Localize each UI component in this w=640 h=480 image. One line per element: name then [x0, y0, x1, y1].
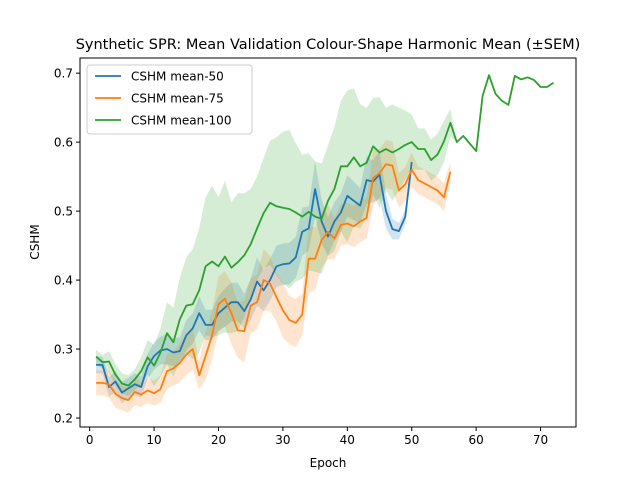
x-tick-label: 0: [86, 433, 94, 447]
y-tick-label: 0.4: [54, 274, 73, 288]
legend-box: [86, 64, 253, 135]
plot-frame: [79, 57, 577, 428]
x-tick-label: 20: [211, 433, 226, 447]
legend-label-3: CSHM mean-100: [131, 114, 231, 128]
x-tick-label: 70: [533, 433, 548, 447]
y-tick-label: 0.5: [54, 205, 73, 219]
series-line-2: [96, 163, 452, 402]
chart-title: Synthetic SPR: Mean Validation Colour-Sh…: [76, 37, 581, 53]
y-axis-ticks: 0.2 0.3 0.4 0.5 0.6 0.7: [54, 67, 80, 426]
legend-label-1: CSHM mean-50: [131, 70, 224, 84]
x-tick-label: 30: [275, 433, 290, 447]
y-tick-label: 0.3: [54, 343, 73, 357]
y-tick-label: 0.2: [54, 412, 73, 426]
y-axis-title: CSHM: [28, 224, 42, 259]
series-line-3: [95, 74, 554, 387]
series-line-1: [96, 161, 413, 394]
legend-label-2: CSHM mean-75: [131, 92, 224, 106]
error-band-series-1: [96, 150, 412, 404]
y-tick-label: 0.6: [54, 136, 73, 150]
legend: CSHM mean-50 CSHM mean-75 CSHM mean-100: [86, 64, 253, 135]
x-tick-label: 40: [340, 433, 355, 447]
y-tick-label: 0.7: [54, 67, 73, 81]
error-band-series-2: [96, 140, 451, 413]
x-axis-title: Epoch: [310, 456, 347, 470]
x-tick-label: 50: [404, 433, 419, 447]
x-tick-label: 60: [469, 433, 484, 447]
series-lines: [95, 74, 554, 402]
x-tick-label: 10: [146, 433, 161, 447]
x-axis-ticks: 0 10 20 30 40 50 60 70: [86, 427, 548, 447]
